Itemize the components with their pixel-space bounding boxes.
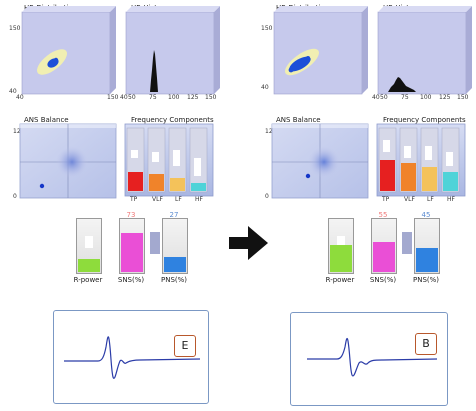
hr-histogram-tick: 40 <box>372 94 380 101</box>
sns-meter <box>371 218 397 274</box>
frequency-label-lf: LF <box>427 196 434 203</box>
hr-histogram-tick: 125 <box>439 94 451 101</box>
meter-divider <box>150 232 160 254</box>
ans-balance-ymax: 12 <box>265 128 273 135</box>
ans-balance-ymax: 12 <box>13 128 21 135</box>
r-power-meter <box>328 218 354 274</box>
pns-value: 45 <box>421 211 431 219</box>
pns-fill <box>164 257 186 272</box>
sns-label: SNS(%) <box>369 276 397 284</box>
pns-meter <box>414 218 440 274</box>
r-power-fill <box>78 258 100 272</box>
hr-histogram-panel <box>377 6 472 95</box>
r-power-label: R-power <box>73 276 103 284</box>
hr-histogram-tick: 40 <box>120 94 128 101</box>
ans-balance-panel <box>19 123 117 199</box>
hr-histogram-tick: 75 <box>149 94 157 101</box>
frequency-label-tp: TP <box>382 196 390 203</box>
meter-divider <box>402 232 412 254</box>
frequency-label-hf: HF <box>195 196 203 203</box>
hr-distribution-ymax: 150 <box>261 25 273 32</box>
ans-balance-title: ANS Balance <box>24 116 69 124</box>
hr-distribution-xmin: 40 <box>16 94 24 101</box>
frequency-label-lf: LF <box>175 196 182 203</box>
waveform-plot <box>307 337 438 377</box>
ans-balance-title: ANS Balance <box>276 116 321 124</box>
frequency-components-title: Frequency Components <box>131 116 214 124</box>
hr-distribution-ymin: 40 <box>261 84 269 91</box>
ans-balance-panel <box>271 123 369 199</box>
ans-balance-ymin: 0 <box>13 193 17 200</box>
frequency-label-vlf: VLF <box>152 196 163 203</box>
waveform-plot <box>64 336 201 379</box>
hr-distribution-ymin: 40 <box>9 88 17 95</box>
pns-label: PNS(%) <box>412 276 439 284</box>
hr-histogram-tick: 50 <box>380 94 388 101</box>
sns-fill <box>121 232 143 272</box>
hr-distribution-xmax: 150 <box>107 94 119 101</box>
sns-value: 55 <box>378 211 388 219</box>
hr-histogram-tick: 150 <box>205 94 217 101</box>
hr-distribution-panel <box>273 6 368 95</box>
arrow-right-icon <box>229 226 268 260</box>
hr-distribution-panel <box>21 6 116 95</box>
pns-fill <box>416 247 438 272</box>
frequency-components-title: Frequency Components <box>383 116 466 124</box>
label-badge: E <box>174 335 196 357</box>
frequency-label-tp: TP <box>130 196 138 203</box>
frequency-label-vlf: VLF <box>404 196 415 203</box>
frequency-components-panel <box>376 123 466 197</box>
ans-balance-ymin: 0 <box>265 193 269 200</box>
label-badge: B <box>415 333 437 355</box>
pns-label: PNS(%) <box>160 276 187 284</box>
hr-histogram-tick: 50 <box>128 94 136 101</box>
pns-value: 27 <box>169 211 179 219</box>
sns-value: 73 <box>126 211 136 219</box>
waveform-card-right: B <box>290 312 448 406</box>
hr-histogram-tick: 150 <box>457 94 469 101</box>
r-power-label: R-power <box>325 276 355 284</box>
hr-histogram-tick: 75 <box>401 94 409 101</box>
r-power-meter <box>76 218 102 274</box>
waveform-card-left: E <box>53 310 209 404</box>
sns-label: SNS(%) <box>117 276 145 284</box>
frequency-components-panel <box>124 123 214 197</box>
pns-meter <box>162 218 188 274</box>
hr-histogram-tick: 100 <box>168 94 180 101</box>
r-power-fill <box>330 245 352 272</box>
sns-fill <box>373 242 395 272</box>
hr-distribution-ymax: 150 <box>9 25 21 32</box>
sns-meter <box>119 218 145 274</box>
hr-histogram-tick: 100 <box>420 94 432 101</box>
hr-histogram-tick: 125 <box>187 94 199 101</box>
hr-histogram-panel <box>125 6 220 95</box>
frequency-label-hf: HF <box>447 196 455 203</box>
